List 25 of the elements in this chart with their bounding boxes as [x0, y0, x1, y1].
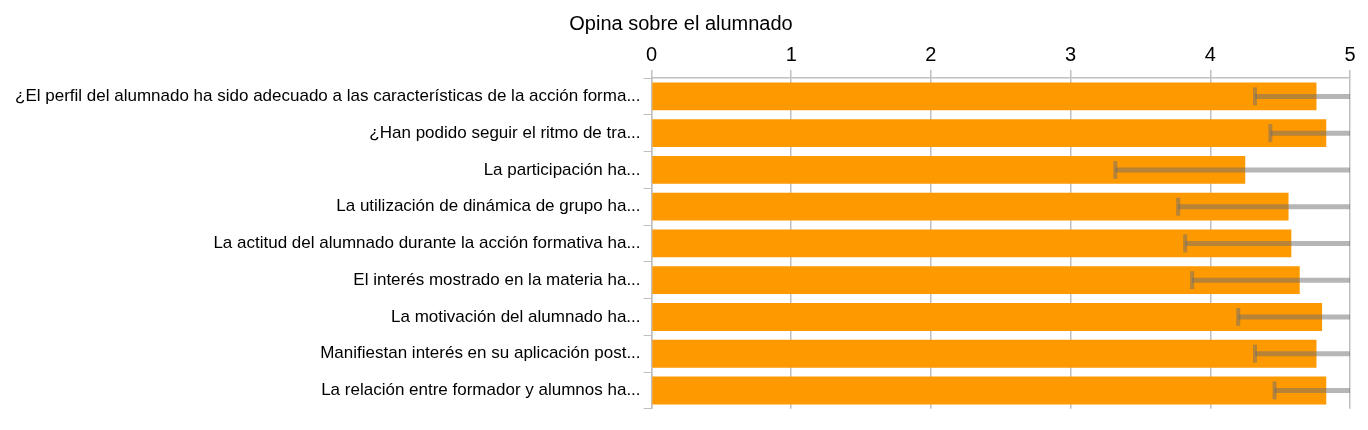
x-tick-label: 0 [645, 42, 658, 65]
y-tick-label: La participación ha... [483, 159, 641, 179]
bar [652, 376, 1327, 405]
y-tick-label: ¿El perfil del alumnado ha sido adecuado a las características de la acción forma... [14, 86, 641, 106]
bar [652, 229, 1292, 258]
y-tick-label: La utilización de dinámica de grupo ha... [336, 196, 641, 216]
x-tick-label: 5 [1344, 42, 1356, 65]
bar [652, 192, 1289, 221]
y-tick-label: Manifiestan interés en su aplicación post... [320, 343, 641, 363]
y-tick-label: ¿Han podido seguir el ritmo de tra... [369, 122, 641, 142]
y-tick-label: El interés mostrado en la materia ha... [353, 269, 641, 289]
x-tick-label: 1 [785, 42, 797, 65]
x-tick-label: 2 [925, 42, 937, 65]
y-tick-label: La motivación del alumnado ha... [391, 306, 641, 326]
x-tick-label: 3 [1065, 42, 1077, 65]
x-tick-label: 4 [1204, 42, 1216, 65]
bar [652, 302, 1323, 331]
y-tick-label: La actitud del alumnado durante la acción formativa ha... [213, 233, 641, 253]
chart-title: Opina sobre el alumnado [569, 11, 793, 34]
bar [652, 82, 1317, 111]
bar [652, 155, 1246, 184]
bar [652, 266, 1300, 295]
bar [652, 339, 1317, 368]
bar [652, 119, 1327, 148]
y-tick-label: La relación entre formador y alumnos ha... [321, 380, 641, 400]
